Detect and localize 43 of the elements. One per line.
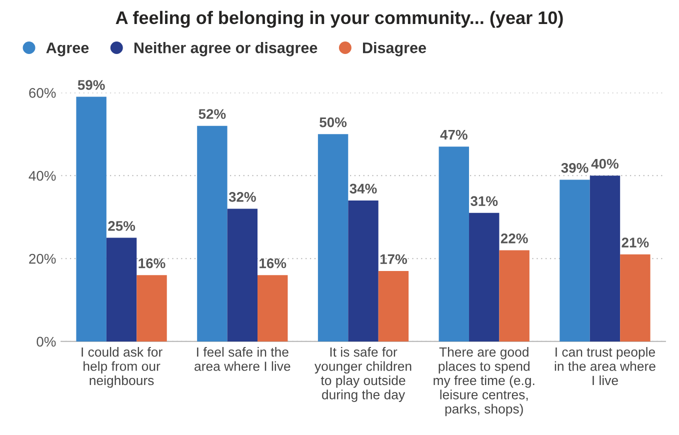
- bar: [620, 254, 650, 342]
- y-tick-label: 40%: [28, 170, 56, 181]
- data-label: 31%: [470, 196, 498, 206]
- data-label: 50%: [320, 117, 347, 128]
- data-label: 17%: [380, 254, 408, 264]
- data-label: 32%: [228, 192, 256, 202]
- x-tick-label: It is safe for younger children to play outside during the day: [314, 347, 412, 402]
- bar: [106, 238, 137, 342]
- x-tick-label: I could ask for help from our neighbours: [82, 347, 162, 388]
- y-tick-label: 0%: [36, 336, 56, 347]
- data-label: 34%: [350, 184, 377, 194]
- bar: [76, 96, 106, 342]
- legend-label: Neither agree or disagree: [134, 42, 318, 56]
- bar: [438, 146, 470, 342]
- bar: [227, 208, 258, 342]
- bar: [469, 212, 500, 342]
- x-tick-label: I feel safe in the area where I live: [194, 347, 290, 371]
- data-label: 16%: [138, 258, 166, 268]
- x-tick-label: There are good places to spend my free time (e.g. leisure centres, parks, shops): [434, 347, 534, 416]
- bar: [348, 200, 378, 342]
- bar: [378, 270, 409, 342]
- data-label: 40%: [591, 158, 619, 169]
- bar: [136, 275, 167, 342]
- bar: [560, 180, 590, 342]
- y-tick-label: 60%: [29, 88, 56, 98]
- y-tick-label: 20%: [29, 254, 56, 264]
- legend-label: Disagree: [363, 42, 426, 56]
- bar: [590, 176, 620, 342]
- bar: [318, 134, 348, 342]
- bar: [499, 250, 530, 342]
- bar: [258, 275, 288, 342]
- data-label: 25%: [108, 221, 136, 231]
- x-tick-label: I can trust people in the area where I live: [554, 347, 656, 386]
- legend-label: Agree: [46, 42, 89, 56]
- data-label: 16%: [260, 258, 286, 268]
- data-label: 59%: [78, 80, 105, 90]
- data-label: 21%: [622, 238, 649, 248]
- data-label: 52%: [198, 109, 226, 119]
- data-label: 47%: [440, 130, 468, 140]
- data-label: 22%: [500, 233, 528, 244]
- data-label: 39%: [561, 162, 588, 173]
- chart-title: A feeling of belonging in your community... (year 10): [116, 10, 563, 28]
- bar: [197, 126, 228, 342]
